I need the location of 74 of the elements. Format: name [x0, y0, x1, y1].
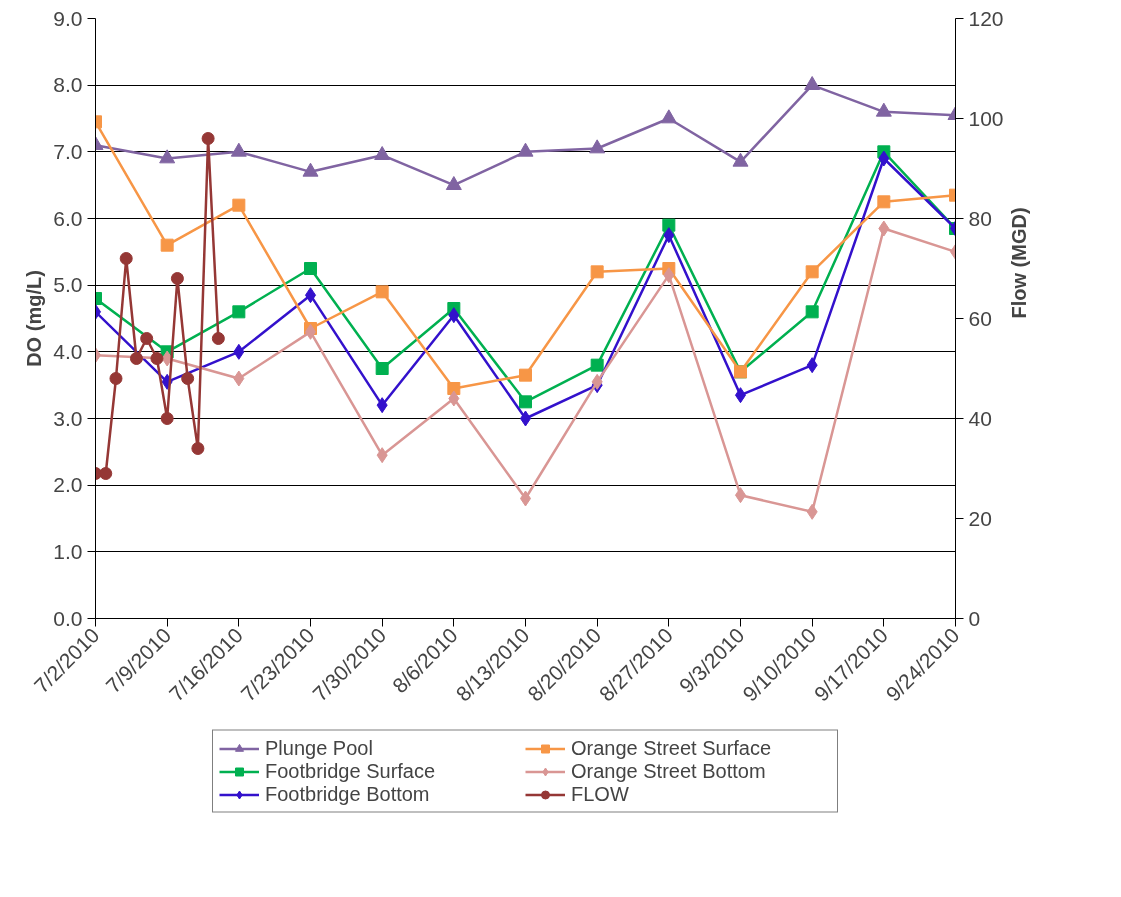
y2-tick-label: 20 [968, 506, 992, 530]
point [376, 397, 388, 414]
point [160, 238, 174, 252]
point [375, 362, 389, 375]
point [150, 352, 164, 365]
point [806, 357, 818, 374]
point [805, 305, 819, 319]
point [376, 447, 388, 464]
y2-tick-label: 80 [968, 206, 992, 230]
point [99, 467, 113, 480]
point [732, 152, 749, 167]
point [877, 195, 891, 209]
y-tick-label: 6.0 [53, 206, 83, 230]
point [519, 368, 532, 382]
point [663, 227, 675, 244]
legend-label: Orange Street Surface [571, 736, 773, 760]
y2-axis-title: Flow (MGD) [1007, 207, 1030, 319]
point [211, 332, 225, 345]
point [445, 176, 462, 190]
y2-tick-label: 120 [968, 6, 1004, 30]
point [304, 262, 317, 275]
y2-tick-label: 60 [968, 306, 992, 330]
y2-tick-label: 40 [968, 406, 992, 430]
y-tick-label: 7.0 [53, 139, 83, 163]
point [590, 265, 604, 279]
point [448, 307, 460, 324]
point [170, 272, 184, 285]
point [878, 220, 890, 237]
point [109, 372, 123, 385]
y2-tick-label: 0 [968, 606, 981, 630]
point [805, 265, 819, 279]
y-tick-label: 8.0 [53, 73, 83, 97]
point [191, 442, 205, 455]
point [201, 132, 215, 145]
point [129, 352, 143, 365]
y2-tick-label: 100 [968, 106, 1004, 130]
point [232, 305, 246, 319]
point [517, 142, 534, 157]
point [230, 142, 247, 157]
point [374, 146, 391, 160]
point [878, 150, 890, 167]
point [181, 372, 195, 385]
legend-label: Footbridge Surface [265, 759, 437, 783]
y-axis-title: DO (mg/L) [23, 270, 46, 367]
point [140, 332, 154, 345]
legend-label: FLOW [571, 782, 630, 806]
point [232, 198, 246, 212]
point [302, 162, 319, 177]
y-tick-label: 3.0 [53, 406, 83, 430]
point [663, 267, 675, 284]
point [119, 252, 133, 265]
point [875, 102, 892, 117]
point [589, 139, 606, 154]
legend-label: Orange Street Bottom [571, 759, 767, 783]
y-tick-label: 2.0 [53, 473, 83, 497]
point [591, 373, 603, 390]
point [448, 390, 460, 407]
point [160, 412, 174, 425]
point [159, 149, 176, 164]
y-tick-label: 5.0 [53, 273, 83, 297]
legend-label: Plunge Pool [265, 736, 374, 760]
point [519, 395, 532, 409]
point [375, 285, 389, 299]
y-tick-label: 9.0 [53, 6, 83, 30]
point [806, 503, 818, 520]
y-tick-label: 4.0 [53, 339, 83, 363]
y-tick-label: 1.0 [53, 539, 83, 563]
point [233, 343, 245, 360]
point [233, 370, 245, 387]
legend-label: Footbridge Bottom [265, 782, 431, 806]
point [804, 76, 821, 90]
y-tick-label: 0.0 [53, 606, 83, 630]
point [660, 109, 677, 124]
point [590, 358, 604, 372]
